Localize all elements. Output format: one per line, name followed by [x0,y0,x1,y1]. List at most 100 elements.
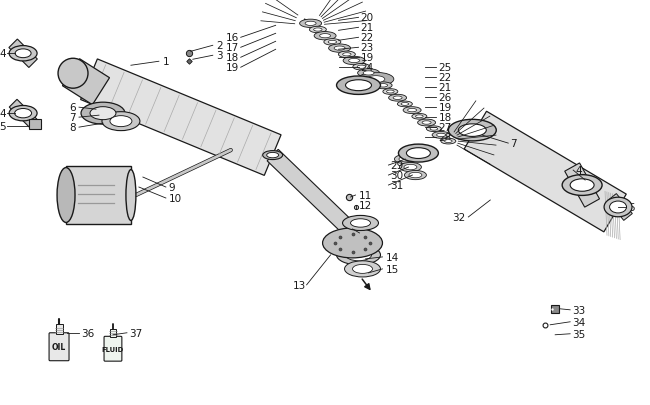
Ellipse shape [409,173,422,178]
Text: 27: 27 [438,123,452,133]
Ellipse shape [422,122,431,125]
Text: 5: 5 [0,122,6,132]
Text: 12: 12 [359,200,372,211]
Ellipse shape [15,50,31,58]
Ellipse shape [399,157,412,162]
Polygon shape [267,150,361,241]
Text: 20: 20 [361,13,374,23]
Ellipse shape [81,103,125,125]
Text: 19: 19 [361,53,374,63]
Ellipse shape [334,47,345,51]
Text: 13: 13 [292,280,306,290]
Text: 3: 3 [216,51,222,61]
Ellipse shape [314,32,336,41]
Ellipse shape [401,103,409,106]
Ellipse shape [90,107,116,120]
Polygon shape [66,166,131,225]
Text: 21: 21 [438,83,452,93]
Ellipse shape [406,148,430,159]
Text: 24: 24 [361,63,374,73]
Polygon shape [608,194,632,221]
Text: 33: 33 [572,305,586,315]
Ellipse shape [426,126,441,132]
Text: 5: 5 [628,202,634,213]
Ellipse shape [357,66,365,69]
Polygon shape [9,40,37,68]
Text: 11: 11 [359,190,372,200]
FancyBboxPatch shape [55,324,62,334]
Ellipse shape [404,165,417,171]
Ellipse shape [337,245,380,265]
Ellipse shape [432,132,450,139]
Ellipse shape [398,145,438,163]
Ellipse shape [358,73,394,87]
Ellipse shape [348,59,359,64]
Polygon shape [565,164,599,208]
Ellipse shape [350,219,370,228]
Ellipse shape [320,34,331,39]
Ellipse shape [400,163,421,172]
Ellipse shape [266,153,279,158]
Text: 16: 16 [226,33,239,43]
Ellipse shape [458,124,486,137]
FancyBboxPatch shape [29,120,41,130]
Text: 4: 4 [575,166,582,176]
FancyBboxPatch shape [104,337,122,361]
Text: 14: 14 [385,252,398,262]
Text: 10: 10 [169,194,182,203]
Ellipse shape [58,59,88,89]
Ellipse shape [329,45,350,53]
Ellipse shape [126,170,136,221]
Text: 9: 9 [169,183,176,192]
FancyBboxPatch shape [110,329,116,337]
Text: 1: 1 [163,57,170,67]
Ellipse shape [387,91,394,94]
Text: 21: 21 [361,23,374,33]
Text: 19: 19 [226,63,239,73]
Ellipse shape [389,95,407,102]
Text: 29: 29 [391,161,404,171]
Ellipse shape [346,81,372,92]
Ellipse shape [395,155,417,164]
Ellipse shape [300,20,322,28]
Ellipse shape [604,198,632,217]
Ellipse shape [353,64,370,71]
Ellipse shape [417,120,436,127]
Text: 15: 15 [385,264,398,274]
Ellipse shape [367,77,385,83]
Ellipse shape [263,151,283,160]
Polygon shape [81,60,281,176]
Ellipse shape [15,109,32,119]
Text: 32: 32 [452,213,465,222]
Ellipse shape [344,261,380,277]
Ellipse shape [445,140,452,143]
Ellipse shape [383,90,398,95]
Ellipse shape [346,249,372,261]
Text: FLUID: FLUID [102,346,124,352]
Ellipse shape [57,168,75,223]
Ellipse shape [9,106,37,121]
Text: 23: 23 [361,43,374,53]
Ellipse shape [404,171,426,180]
Ellipse shape [441,139,456,145]
Ellipse shape [403,107,421,114]
Ellipse shape [9,47,37,62]
Text: 19: 19 [438,103,452,113]
Text: 31: 31 [391,181,404,191]
Ellipse shape [110,116,132,127]
Text: 6: 6 [69,103,75,113]
Ellipse shape [343,216,378,231]
Text: 2: 2 [216,41,222,51]
Text: 34: 34 [572,317,586,327]
Text: 37: 37 [129,328,142,338]
Ellipse shape [328,41,337,45]
Text: 4: 4 [0,109,6,119]
Text: 17: 17 [226,43,239,53]
Ellipse shape [314,29,322,32]
FancyBboxPatch shape [49,333,69,361]
Text: 4: 4 [0,49,6,59]
Text: 22: 22 [361,33,374,43]
Text: 35: 35 [572,329,586,339]
Text: 18: 18 [438,113,452,123]
Text: 25: 25 [438,63,452,73]
